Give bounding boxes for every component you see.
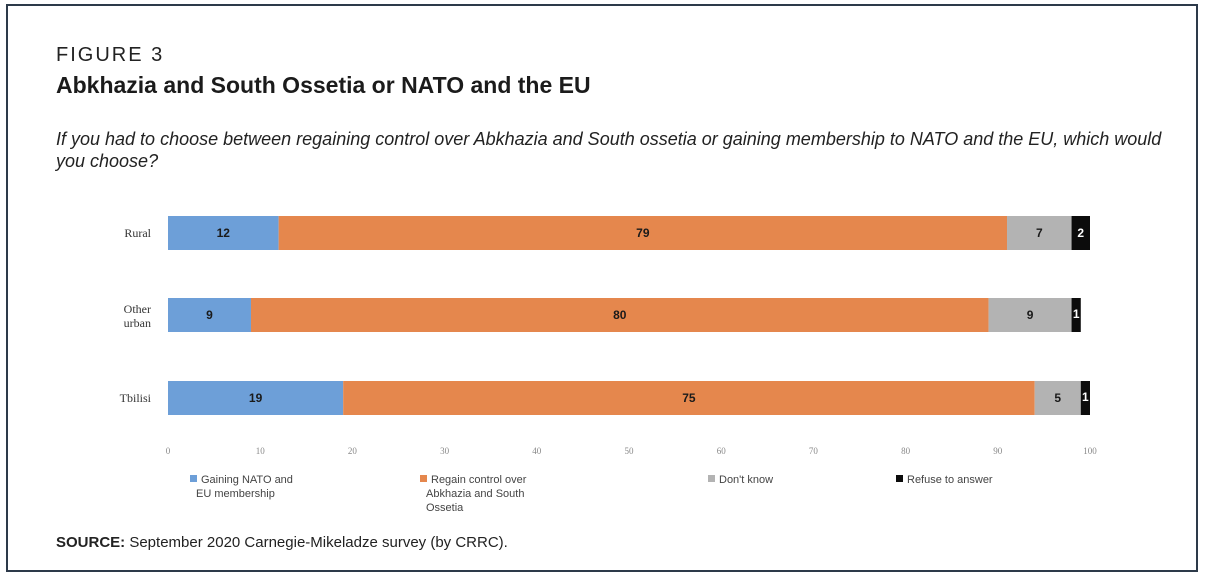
survey-question: If you had to choose between regaining c… — [56, 129, 1162, 171]
bar-tbilisi-don-t-know — [1034, 381, 1081, 415]
legend-swatch-refuse-to-answer — [896, 475, 903, 482]
x-tick-label-90: 90 — [993, 446, 1003, 456]
value-label-other-urban-refuse-to-answer: 1 — [1073, 307, 1080, 321]
legend-label-gaining-nato-and-eu-membership: Gaining NATO and EU membership — [196, 474, 293, 500]
value-label-rural-gaining-nato-and-eu-membership: 12 — [217, 226, 231, 240]
value-label-other-urban-don-t-know: 9 — [1027, 308, 1034, 322]
x-tick-label-70: 70 — [809, 446, 819, 456]
x-tick-label-40: 40 — [532, 446, 542, 456]
legend-swatch-gaining-nato-and-eu-membership — [190, 475, 197, 482]
x-tick-label-20: 20 — [348, 446, 358, 456]
value-label-other-urban-gaining-nato-and-eu-membership: 9 — [206, 308, 213, 322]
x-tick-label-50: 50 — [625, 446, 635, 456]
value-label-tbilisi-don-t-know: 5 — [1054, 391, 1061, 405]
bar-tbilisi-refuse-to-answer — [1080, 381, 1090, 415]
bar-other-urban-don-t-know — [988, 298, 1072, 332]
category-label-other-urban: Other urban — [124, 302, 151, 330]
category-label-rural: Rural — [124, 226, 151, 240]
legend-label-don-t-know: Don't know — [719, 474, 773, 486]
bar-rural-don-t-know — [1007, 216, 1072, 250]
legend-label-refuse-to-answer: Refuse to answer — [907, 474, 993, 486]
bar-tbilisi-regain-control-over-abkhazia-and-south-ossetia — [343, 381, 1035, 415]
bar-tbilisi-gaining-nato-and-eu-membership — [168, 381, 344, 415]
legend-swatch-regain-control-over-abkhazia-and-south-ossetia — [420, 475, 427, 482]
source-text: September 2020 Carnegie-Mikeladze survey… — [125, 534, 508, 551]
source-label: SOURCE: — [56, 534, 126, 551]
bar-other-urban-regain-control-over-abkhazia-and-south-ossetia — [250, 298, 989, 332]
value-label-rural-refuse-to-answer: 2 — [1077, 226, 1084, 240]
x-tick-label-80: 80 — [901, 446, 911, 456]
source-note: SOURCE: September 2020 Carnegie-Mikeladz… — [56, 534, 508, 551]
bar-rural-gaining-nato-and-eu-membership — [168, 216, 279, 250]
category-label-tbilisi: Tbilisi — [120, 391, 152, 405]
value-label-tbilisi-refuse-to-answer: 1 — [1082, 390, 1089, 404]
bar-rural-regain-control-over-abkhazia-and-south-ossetia — [278, 216, 1008, 250]
figure-frame — [6, 4, 1198, 572]
value-label-rural-don-t-know: 7 — [1036, 226, 1043, 240]
x-tick-label-10: 10 — [256, 446, 266, 456]
value-label-rural-regain-control-over-abkhazia-and-south-ossetia: 79 — [636, 226, 650, 240]
x-tick-label-30: 30 — [440, 446, 450, 456]
x-tick-label-100: 100 — [1083, 446, 1097, 456]
bar-other-urban-gaining-nato-and-eu-membership — [168, 298, 251, 332]
x-tick-label-0: 0 — [166, 446, 171, 456]
value-label-tbilisi-regain-control-over-abkhazia-and-south-ossetia: 75 — [682, 391, 696, 405]
legend-label-regain-control-over-abkhazia-and-south-ossetia: Regain control over Abkhazia and South Oss… — [426, 474, 527, 514]
figure-title: Abkhazia and South Ossetia or NATO and t… — [56, 72, 591, 98]
value-label-tbilisi-gaining-nato-and-eu-membership: 19 — [249, 391, 263, 405]
value-label-other-urban-regain-control-over-abkhazia-and-south-ossetia: 80 — [613, 308, 627, 322]
x-tick-label-60: 60 — [717, 446, 727, 456]
figure-label: FIGURE 3 — [56, 44, 165, 66]
bar-rural-refuse-to-answer — [1071, 216, 1090, 250]
bar-other-urban-refuse-to-answer — [1071, 298, 1081, 332]
legend-swatch-don-t-know — [708, 475, 715, 482]
